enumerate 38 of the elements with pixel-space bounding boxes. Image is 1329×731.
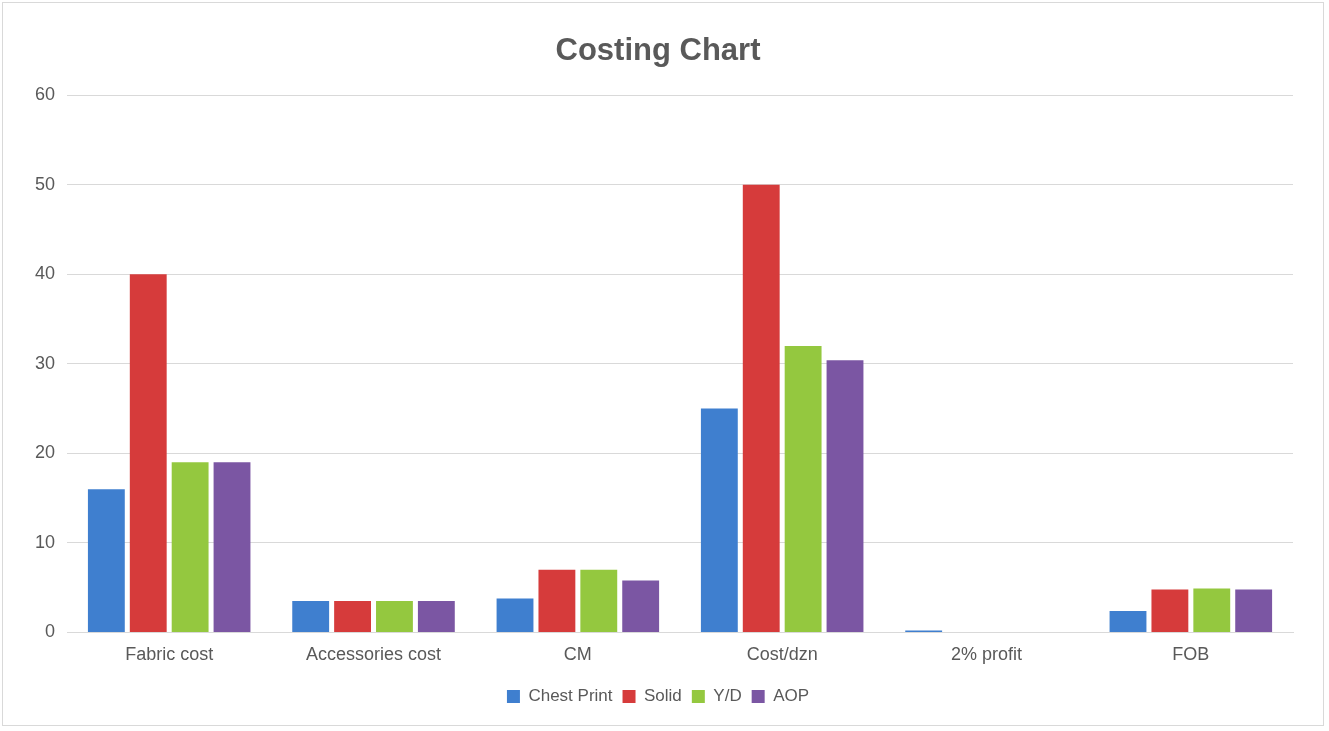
x-tick-label: Fabric cost (125, 644, 214, 665)
bar (1193, 588, 1231, 632)
y-tick-label: 30 (34, 352, 56, 373)
bar (496, 598, 534, 632)
x-tick-label: Cost/dzn (746, 644, 818, 665)
bar (784, 345, 822, 632)
bar (1109, 610, 1147, 632)
y-tick-label: 50 (34, 173, 56, 194)
legend-label: Solid (644, 686, 682, 706)
x-tick-label: FOB (1172, 644, 1210, 665)
bar (292, 601, 330, 632)
bar (171, 462, 209, 632)
bar (334, 601, 371, 632)
bar (580, 569, 618, 632)
bar (87, 489, 125, 632)
bar (538, 569, 576, 632)
x-tick-label: CM (563, 644, 592, 665)
bar (1151, 589, 1189, 632)
legend-label: AOP (773, 686, 810, 706)
y-tick-label: 20 (34, 442, 56, 463)
y-tick-label: 0 (45, 621, 56, 642)
bar (1235, 589, 1273, 632)
chart-title: Costing Chart (555, 32, 761, 68)
bar (376, 601, 413, 632)
legend-label: Chest Print (528, 686, 613, 706)
bar (700, 408, 738, 632)
bar (129, 274, 167, 632)
legend-label: Y/D (713, 686, 742, 706)
bar (826, 360, 864, 632)
bar (417, 601, 455, 632)
y-tick-label: 10 (34, 531, 56, 552)
bar (213, 462, 251, 632)
bar (622, 580, 660, 632)
y-tick-label: 60 (34, 84, 56, 105)
bar (742, 184, 780, 632)
x-tick-label: 2% profit (950, 644, 1023, 665)
y-tick-label: 40 (34, 263, 56, 284)
x-tick-label: Accessories cost (305, 644, 442, 665)
